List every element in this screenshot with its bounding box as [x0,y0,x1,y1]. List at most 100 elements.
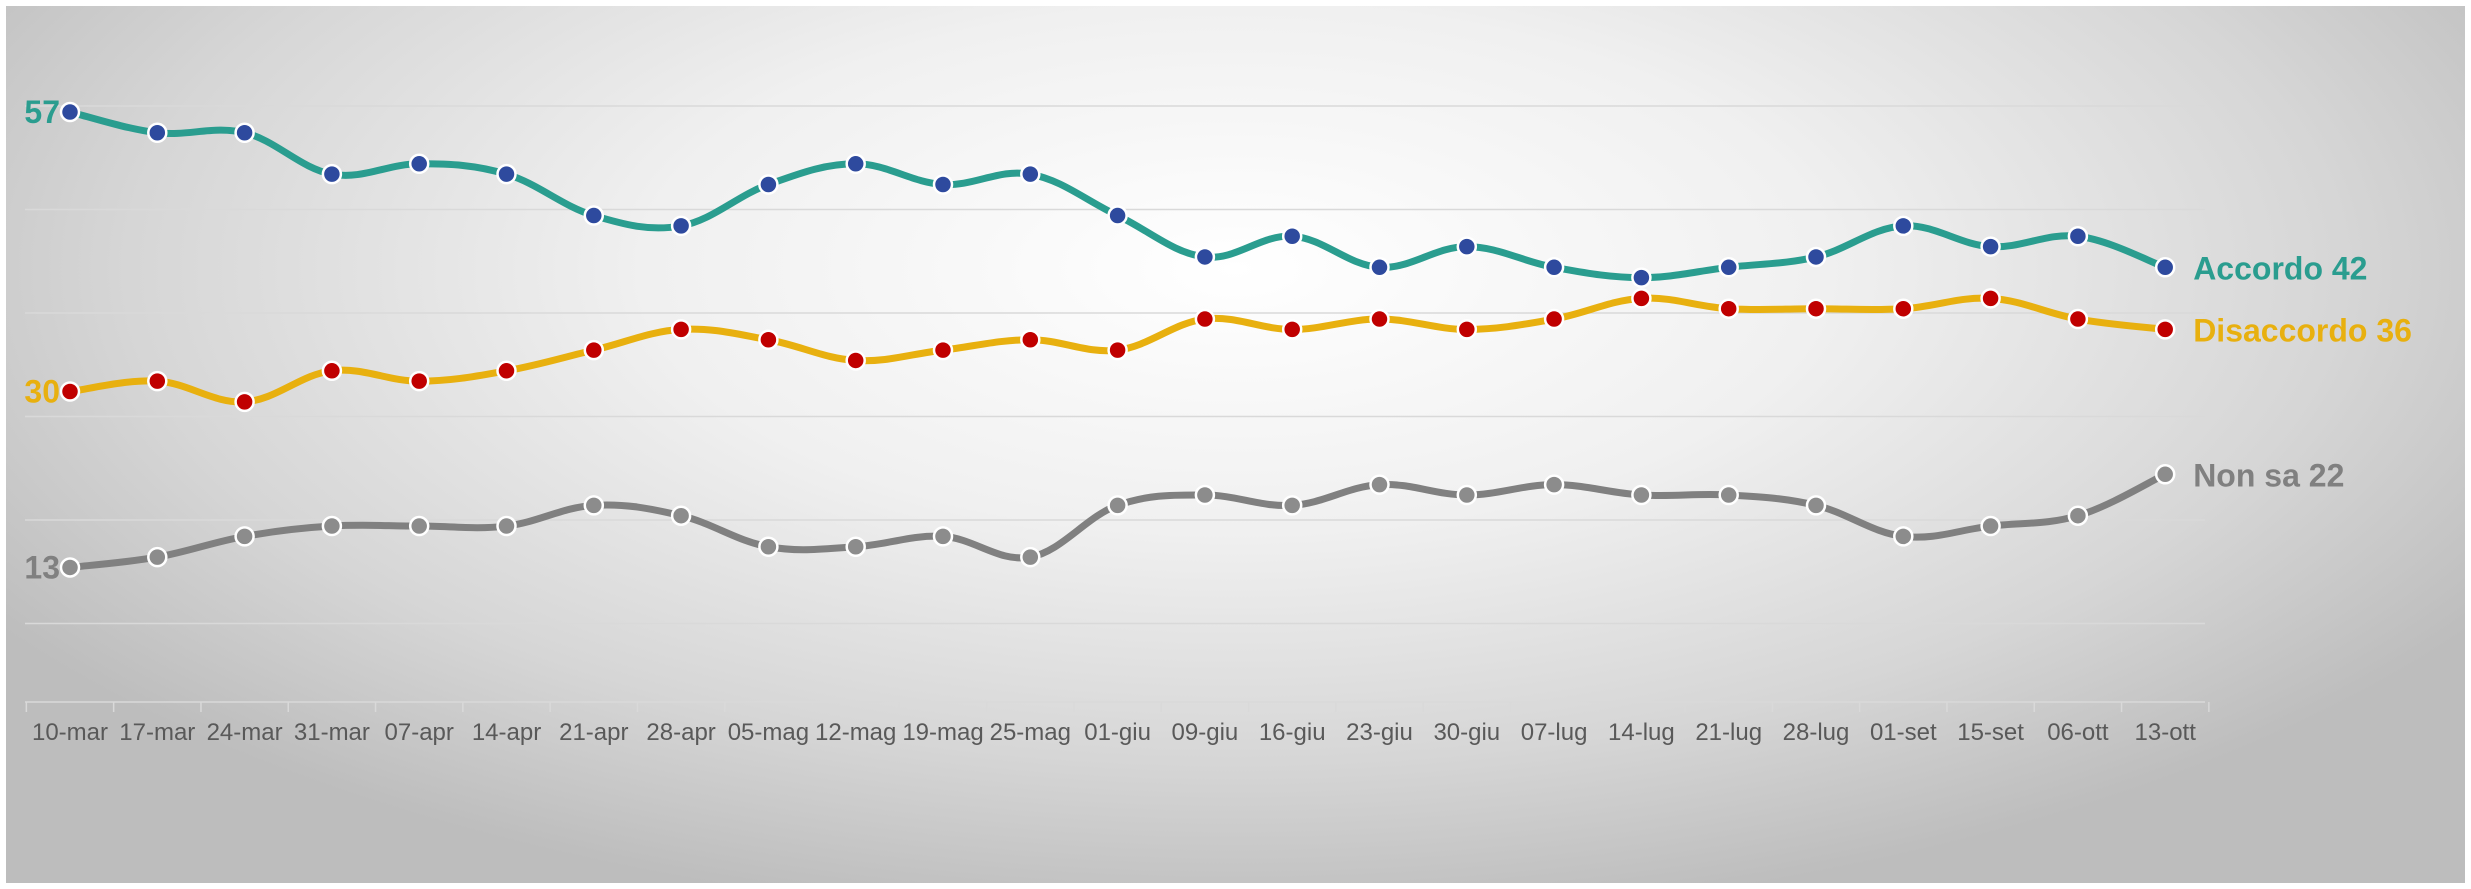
series-end-label: Non sa 22 [2193,457,2344,493]
data-point [1805,246,1827,268]
data-point [1543,257,1565,278]
data-point [1980,515,2001,537]
data-point [1194,308,1216,330]
data-point [1369,474,1390,495]
data-point [1456,236,1478,257]
data-point [845,536,866,557]
data-point [932,339,954,361]
data-point [1543,474,1565,495]
series-start-label: 13 [24,549,60,585]
x-tick-label: 13-ott [2135,719,2197,746]
data-point [1893,526,1914,547]
data-point [147,122,168,143]
data-point [1281,319,1303,340]
data-point [1456,319,1478,340]
series-end-label: Disaccordo 36 [2193,312,2412,348]
data-point [2154,319,2176,340]
data-point [1893,215,1914,237]
data-point [234,526,255,547]
series-start-label: 57 [24,94,60,130]
data-point [1980,236,2001,257]
x-tick-label: 30-giu [1433,719,1500,746]
data-point [1369,257,1390,278]
data-point [59,101,81,123]
data-point [1369,308,1390,330]
data-point [2067,308,2089,330]
data-point [408,515,430,537]
data-point [1107,339,1128,361]
data-point [321,163,343,185]
data-point [408,370,430,392]
data-point [583,205,605,226]
data-point [1543,308,1565,330]
data-point [1980,288,2001,309]
data-point [496,360,517,382]
data-point [59,381,81,402]
series-line-non-sa [66,470,2169,571]
series-labels: 57 Accordo 42 30 Disaccordo 36 13 Non sa 22 [24,94,2412,585]
data-point [583,495,605,516]
data-point [1718,298,1739,319]
gridlines [25,105,2205,625]
data-point [932,174,954,195]
data-point [234,122,255,143]
data-point [1020,546,1041,568]
data-point [321,515,343,537]
x-tick-label: 01-giu [1084,719,1151,746]
data-point [1020,329,1041,350]
x-tick-label: 14-lug [1608,719,1675,746]
data-point [670,505,692,526]
series-markers [59,101,2176,578]
series-line-accordo [66,108,2169,282]
x-tick-label: 12-mag [815,719,896,746]
data-point [408,153,430,175]
x-tick-label: 01-set [1870,719,1937,746]
data-point [147,546,168,568]
data-point [758,174,779,195]
x-tick-label: 28-lug [1783,719,1850,746]
x-tick-label: 10-mar [32,719,108,746]
series-end-label: Accordo 42 [2193,250,2367,286]
data-point [1631,267,1652,288]
data-point [583,339,605,361]
x-tick-label: 16-giu [1259,719,1326,746]
x-tick-label: 09-giu [1172,719,1239,746]
data-point [758,329,779,350]
data-point [59,557,81,578]
x-tick-label: 05-mag [728,719,809,746]
data-point [2067,226,2089,247]
data-point [758,536,779,557]
x-tick-label: 24-mar [207,719,283,746]
data-point [321,360,343,382]
x-tick-label: 07-lug [1521,719,1588,746]
data-point [496,515,517,537]
data-point [2067,505,2089,526]
x-tick-label: 25-mag [990,719,1071,746]
x-tick-label: 19-mag [902,719,983,746]
x-tick-label: 23-giu [1346,719,1413,746]
data-point [1805,298,1827,319]
x-axis: 10-mar 17-mar 24-mar 31-mar 07-apr 14-apr 21-a… [25,701,2210,746]
data-point [1020,163,1041,185]
data-point [845,153,866,175]
x-tick-label: 07-apr [385,719,454,746]
data-point [496,163,517,185]
data-point [1107,495,1128,516]
data-point [670,319,692,340]
x-tick-label: 31-mar [294,719,370,746]
data-point [1718,257,1739,278]
data-point [1281,495,1303,516]
data-point [1281,226,1303,247]
data-point [234,391,255,413]
chart-panel [6,6,2465,883]
x-tick-label: 21-lug [1695,719,1762,746]
data-point [2154,257,2176,278]
data-point [932,526,954,547]
x-tick-label: 17-mar [119,719,195,746]
data-point [1893,298,1914,319]
data-point [2154,464,2176,485]
data-point [670,215,692,237]
data-point [1718,484,1739,506]
data-point [1631,288,1652,309]
x-tick-label: 28-apr [646,719,715,746]
